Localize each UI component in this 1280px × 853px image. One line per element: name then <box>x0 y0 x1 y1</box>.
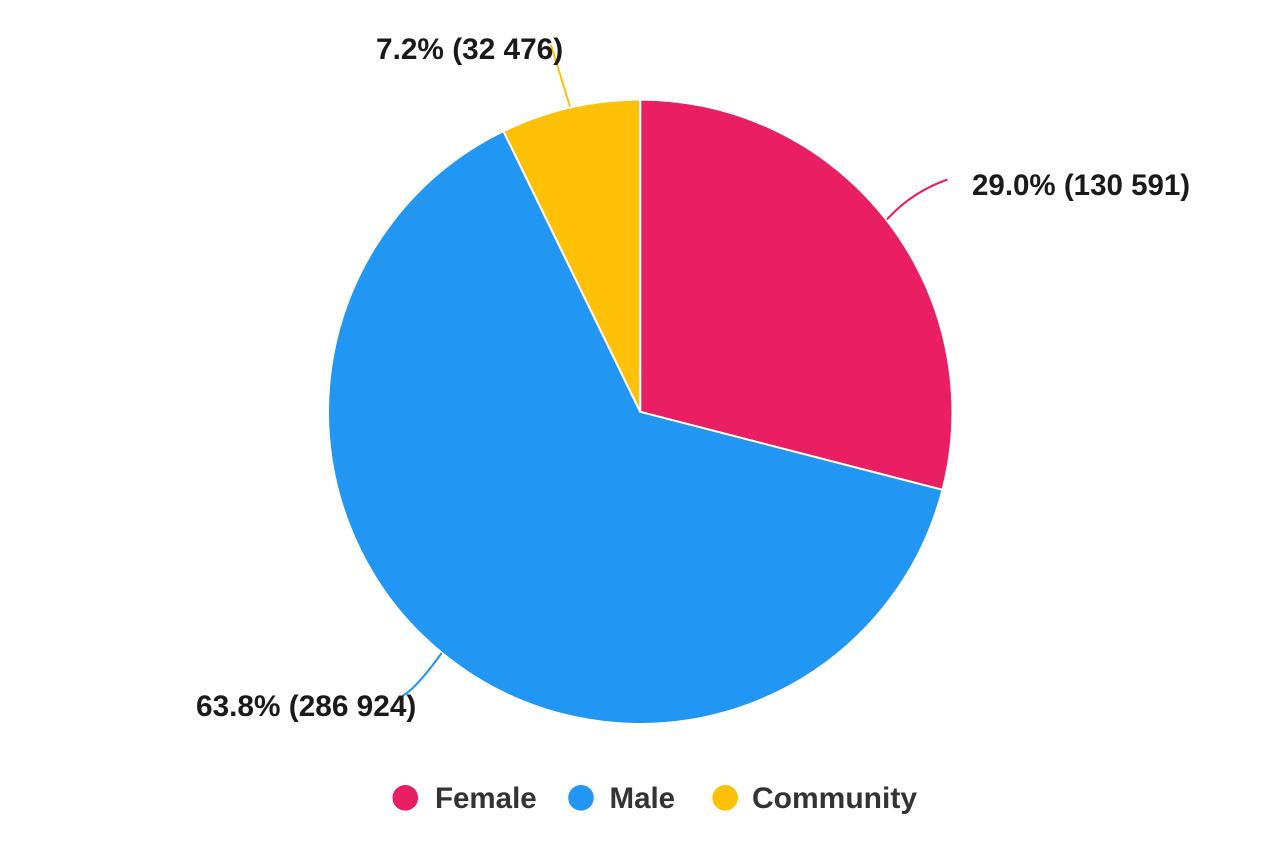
svg-text:Male: Male <box>610 782 676 815</box>
svg-text:63.8% (286 924): 63.8% (286 924) <box>196 690 416 723</box>
svg-text:Female: Female <box>435 782 537 815</box>
svg-text:7.2% (32 476): 7.2% (32 476) <box>376 33 563 66</box>
svg-text:29.0% (130 591): 29.0% (130 591) <box>972 169 1190 202</box>
svg-text:Community: Community <box>752 782 917 815</box>
